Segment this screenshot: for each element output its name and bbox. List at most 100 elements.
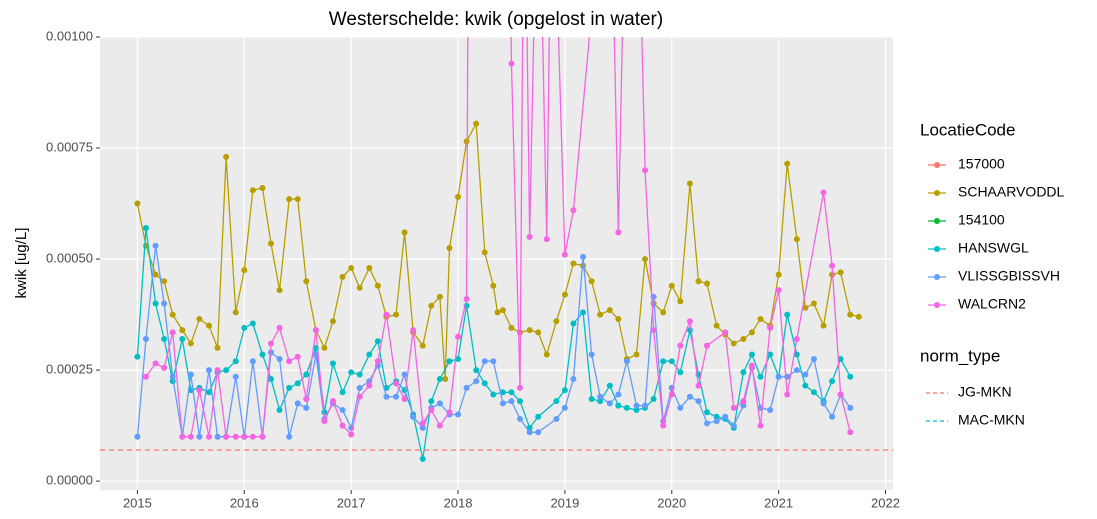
data-point xyxy=(508,389,515,396)
data-point xyxy=(847,404,854,411)
y-tick-label: 0.00025 xyxy=(46,362,93,377)
data-point xyxy=(223,433,230,440)
data-point xyxy=(570,260,577,267)
data-point xyxy=(802,304,809,311)
data-point xyxy=(553,318,560,325)
data-point xyxy=(241,324,248,331)
data-point xyxy=(169,311,176,318)
chart-title: Westerschelde: kwik (opgelost in water) xyxy=(329,9,663,30)
data-point xyxy=(348,369,355,376)
data-point xyxy=(686,180,693,187)
data-point xyxy=(650,395,657,402)
legend-key xyxy=(934,162,940,168)
data-point xyxy=(740,402,747,409)
data-point xyxy=(152,242,159,249)
data-point xyxy=(668,358,675,365)
data-point xyxy=(473,378,480,385)
data-point xyxy=(837,391,844,398)
data-point xyxy=(623,358,630,365)
data-point xyxy=(339,389,346,396)
legend-label: JG-MKN xyxy=(958,384,1012,400)
legend-title: LocatieCode xyxy=(920,120,1015,139)
data-point xyxy=(286,358,293,365)
y-tick-label: 0.00075 xyxy=(46,139,93,154)
data-point xyxy=(339,273,346,280)
data-point xyxy=(179,433,186,440)
data-point xyxy=(713,413,720,420)
data-point xyxy=(526,233,533,240)
x-tick-label: 2018 xyxy=(444,495,473,510)
data-point xyxy=(161,300,168,307)
data-point xyxy=(206,367,213,374)
data-point xyxy=(704,420,711,427)
data-point xyxy=(677,298,684,305)
data-point xyxy=(152,360,159,367)
data-point xyxy=(410,327,417,334)
data-point xyxy=(249,433,256,440)
legend-key xyxy=(934,218,940,224)
data-point xyxy=(642,167,649,174)
data-point xyxy=(419,424,426,431)
data-point xyxy=(214,367,221,374)
data-point xyxy=(757,316,764,323)
data-point xyxy=(499,400,506,407)
x-tick-label: 2015 xyxy=(123,495,152,510)
data-point xyxy=(442,375,449,382)
data-point xyxy=(374,282,381,289)
data-point xyxy=(713,322,720,329)
data-point xyxy=(348,264,355,271)
data-point xyxy=(847,429,854,436)
data-point xyxy=(767,407,774,414)
data-point xyxy=(249,358,256,365)
data-point xyxy=(232,309,239,316)
data-point xyxy=(196,387,203,394)
data-point xyxy=(668,282,675,289)
data-point xyxy=(169,373,176,380)
data-point xyxy=(267,375,274,382)
data-point xyxy=(152,271,159,278)
data-point xyxy=(428,302,435,309)
data-point xyxy=(757,373,764,380)
data-point xyxy=(561,387,568,394)
data-point xyxy=(455,411,462,418)
data-point xyxy=(499,389,506,396)
data-point xyxy=(668,391,675,398)
data-point xyxy=(249,320,256,327)
data-point xyxy=(276,355,283,362)
data-point xyxy=(206,433,213,440)
data-point xyxy=(810,355,817,362)
x-tick-label: 2019 xyxy=(550,495,579,510)
y-tick-label: 0.00100 xyxy=(46,28,93,43)
data-point xyxy=(526,429,533,436)
data-point xyxy=(494,309,501,316)
data-point xyxy=(748,329,755,336)
data-point xyxy=(348,431,355,438)
data-point xyxy=(401,395,408,402)
legend-label: VLISSGBISSVH xyxy=(958,268,1060,284)
data-point xyxy=(730,340,737,347)
data-point xyxy=(606,382,613,389)
legend-label: HANSWGL xyxy=(958,240,1029,256)
legend-label: SCHAARVODDL xyxy=(958,184,1065,200)
data-point xyxy=(686,318,693,325)
data-point xyxy=(356,371,363,378)
data-point xyxy=(223,367,230,374)
data-point xyxy=(767,324,774,331)
data-point xyxy=(321,418,328,425)
data-point xyxy=(267,340,274,347)
data-point xyxy=(286,196,293,203)
data-point xyxy=(329,318,336,325)
data-point xyxy=(615,316,622,323)
data-point xyxy=(232,433,239,440)
data-point xyxy=(187,340,194,347)
data-point xyxy=(543,351,550,358)
data-point xyxy=(677,342,684,349)
data-point xyxy=(829,262,836,269)
data-point xyxy=(179,336,186,342)
data-point xyxy=(446,409,453,416)
data-point xyxy=(597,393,604,400)
data-point xyxy=(366,382,373,389)
data-point xyxy=(695,278,702,285)
data-point xyxy=(446,358,453,365)
data-point xyxy=(793,236,800,243)
